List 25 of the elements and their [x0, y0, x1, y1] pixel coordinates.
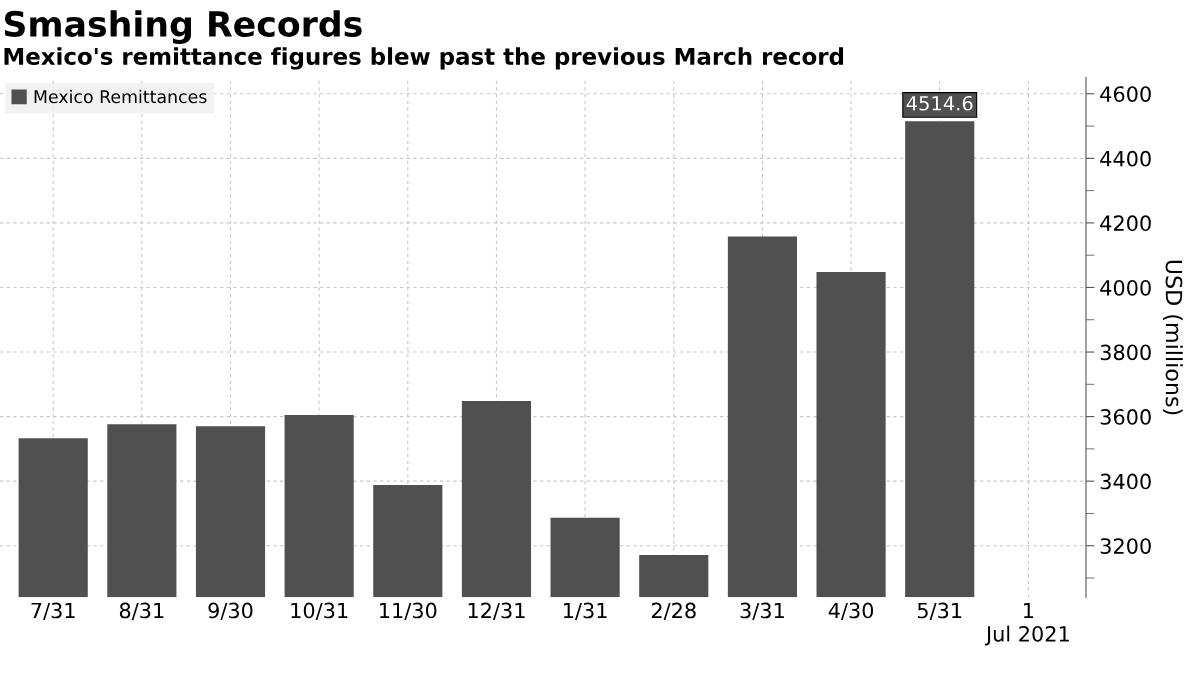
y-tick-label: 3800	[1100, 344, 1151, 361]
y-tick-label: 3600	[1100, 409, 1151, 425]
x-tick-label: 1/31	[564, 602, 607, 620]
x-tick-label: 3/31	[740, 602, 784, 620]
chart-subtitle: Mexico's remittance figures blew past the previous March record	[4, 47, 844, 70]
x-tick-label: 8/31	[119, 602, 164, 620]
y-tick-label: 4200	[1100, 215, 1151, 232]
x-tick-label: 2/28	[651, 602, 696, 620]
y-tick-label: 4600	[1100, 86, 1151, 102]
y-tick-label: 4000	[1100, 279, 1151, 296]
x-tick-label: 11/30	[380, 602, 437, 620]
y-tick-label: 3400	[1100, 473, 1151, 490]
x-tick-label: 4/30	[828, 602, 874, 620]
data-label: 4514.6	[906, 95, 973, 111]
y-tick-label: 4400	[1100, 150, 1151, 167]
legend-label: Mexico Remittances	[34, 89, 207, 104]
x-tick-label: 12/31	[468, 602, 525, 620]
x-tick-label: 7/31	[31, 602, 75, 620]
x-tick-label: 5/31	[917, 602, 962, 620]
y-axis-title: USD (millions)	[1162, 260, 1183, 415]
x-tick-label: 1 Jul 2021	[984, 602, 1069, 646]
x-tick-label: 10/31	[291, 602, 348, 620]
y-tick-label: 3200	[1100, 538, 1151, 554]
chart-title: Smashing Records	[4, 10, 362, 44]
x-tick-label: 9/30	[208, 602, 253, 620]
